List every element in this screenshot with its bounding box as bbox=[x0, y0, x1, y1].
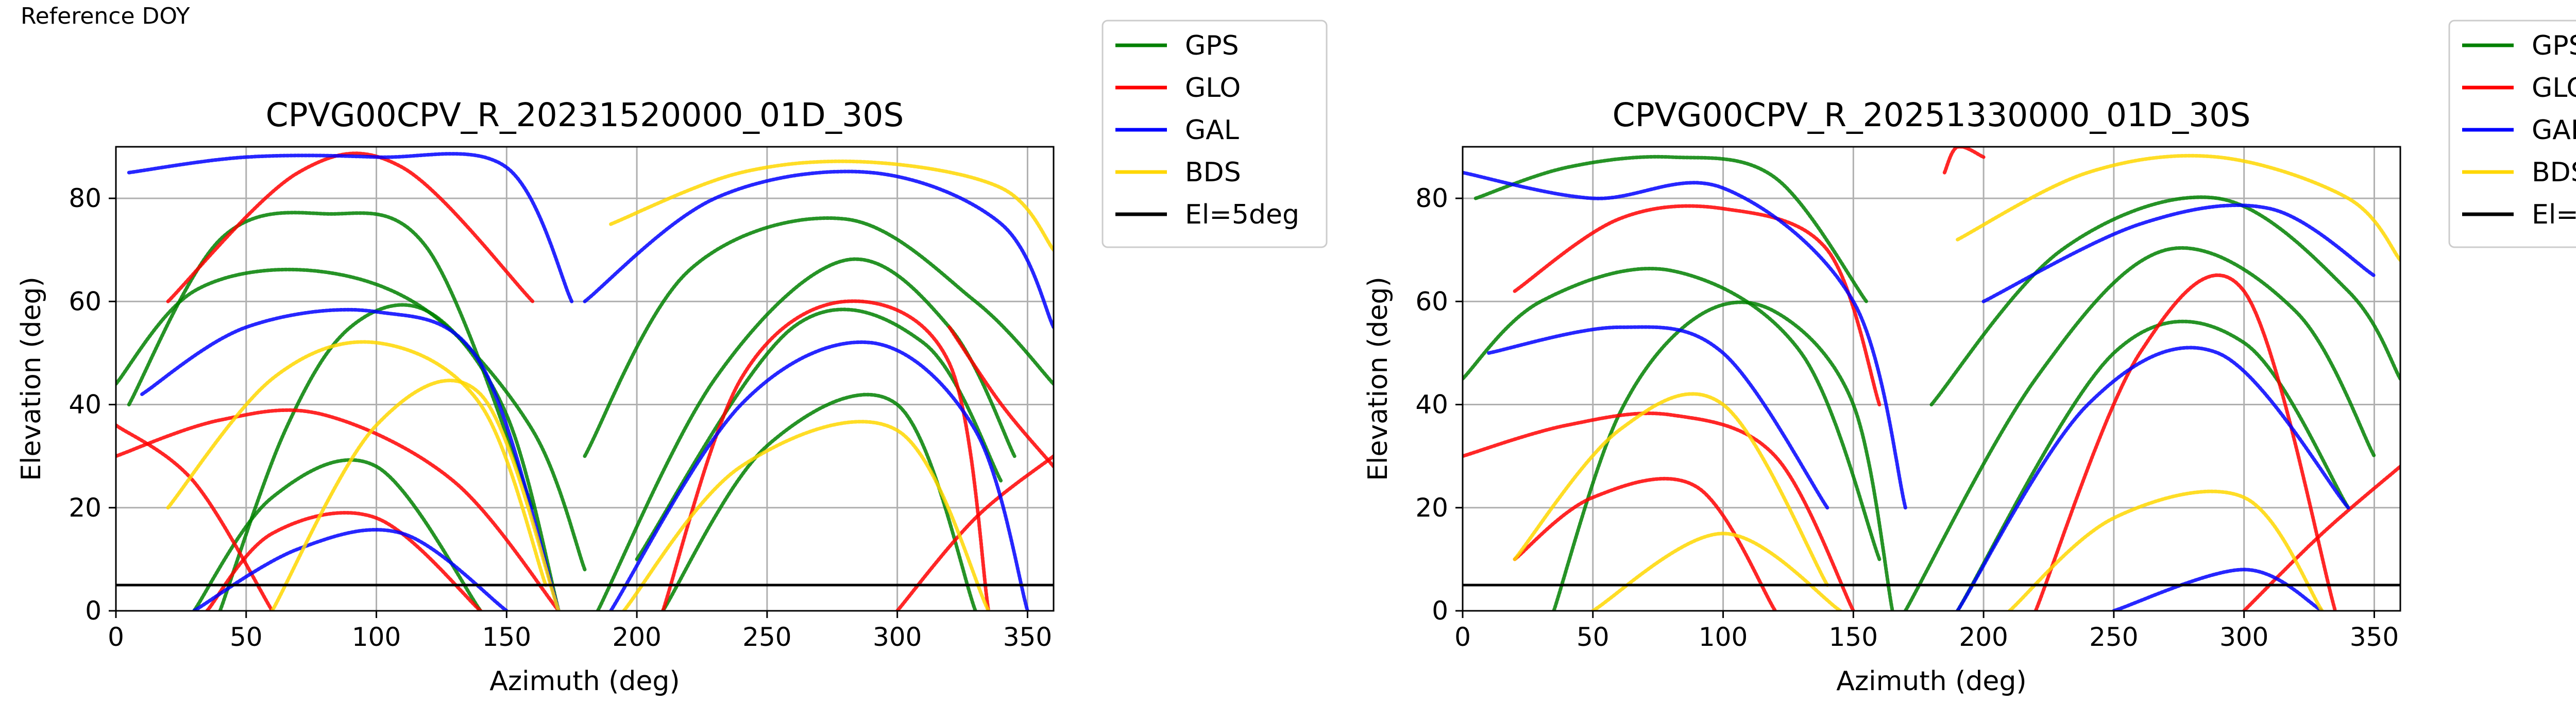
legend-label-glo: GLO bbox=[2532, 73, 2576, 104]
legend-label-gps: GPS bbox=[2532, 30, 2576, 61]
x-tick-label: 300 bbox=[873, 622, 922, 652]
plot-area bbox=[1463, 147, 2400, 611]
x-tick-label: 350 bbox=[2350, 622, 2399, 652]
x-tick-label: 0 bbox=[1454, 622, 1471, 652]
track-glo bbox=[166, 151, 535, 303]
legend-label-gal: GAL bbox=[2532, 115, 2576, 146]
track-gal bbox=[609, 340, 1029, 611]
track-glo bbox=[2033, 273, 2337, 611]
track-gal bbox=[140, 307, 561, 611]
x-tick-label: 250 bbox=[742, 622, 791, 652]
legend-label-gps: GPS bbox=[1185, 30, 1239, 61]
x-tick-label: 50 bbox=[230, 622, 263, 652]
track-gps bbox=[1473, 155, 1869, 303]
x-tick-label: 200 bbox=[1959, 622, 2008, 652]
legend-box bbox=[2448, 20, 2576, 248]
track-gps bbox=[1552, 300, 1894, 611]
y-tick-label: 80 bbox=[1415, 183, 1448, 213]
axes-frame bbox=[115, 146, 1055, 612]
track-gps bbox=[127, 211, 535, 510]
y-tick-label: 20 bbox=[1415, 493, 1448, 523]
x-tick-label: 250 bbox=[2089, 622, 2138, 652]
track-gps bbox=[218, 303, 561, 611]
track-gal bbox=[1981, 203, 2376, 303]
chart-panel-left: 0 50 100 150 200 250 300 350 0 20 40 60 80 CPVG00CPV_… bbox=[16, 20, 1328, 697]
legend-label-glo: GLO bbox=[1185, 73, 1241, 104]
y-axis-label: Elevation (deg) bbox=[1363, 277, 1394, 481]
y-tick-label: 0 bbox=[85, 596, 101, 626]
x-tick-label: 300 bbox=[2219, 622, 2268, 652]
track-gps bbox=[583, 216, 1054, 458]
x-tick-label: 0 bbox=[108, 622, 124, 652]
legend-label-el-5deg: El=5deg bbox=[2532, 199, 2576, 230]
track-gal bbox=[192, 528, 509, 611]
x-axis-label: Azimuth (deg) bbox=[1836, 666, 2026, 697]
track-gal bbox=[2112, 568, 2324, 611]
track-glo bbox=[116, 408, 561, 611]
plot-area bbox=[116, 151, 1054, 611]
reference-doy-label: Reference DOY bbox=[21, 3, 190, 29]
track-glo bbox=[947, 325, 1054, 469]
y-tick-label: 80 bbox=[69, 183, 101, 213]
x-axis-label: Azimuth (deg) bbox=[489, 666, 680, 697]
track-glo bbox=[661, 299, 991, 611]
x-tick-label: 200 bbox=[612, 622, 661, 652]
y-tick-label: 40 bbox=[69, 390, 101, 420]
track-gps bbox=[635, 307, 1004, 561]
track-glo bbox=[1463, 411, 1855, 611]
track-gps bbox=[661, 392, 977, 611]
x-tick-label: 100 bbox=[352, 622, 401, 652]
track-gal bbox=[1463, 170, 1907, 510]
y-tick-label: 40 bbox=[1415, 390, 1448, 420]
legend-label-bds: BDS bbox=[1185, 157, 1241, 188]
legend-label-el-5deg: El=5deg bbox=[1185, 199, 1299, 230]
track-bds bbox=[166, 340, 548, 587]
chart-title: CPVG00CPV_R_20231520000_01D_30S bbox=[266, 96, 904, 134]
legend-box bbox=[1101, 20, 1328, 248]
x-tick-label: 350 bbox=[1003, 622, 1052, 652]
track-glo bbox=[1942, 147, 1986, 175]
track-bds bbox=[609, 159, 1054, 252]
track-gps bbox=[192, 458, 483, 611]
y-axis-label: Elevation (deg) bbox=[16, 277, 47, 481]
y-tick-label: 20 bbox=[69, 493, 101, 523]
x-tick-label: 100 bbox=[1699, 622, 1748, 652]
track-gal bbox=[127, 152, 574, 303]
x-tick-label: 150 bbox=[482, 622, 531, 652]
axes-frame bbox=[1462, 146, 2401, 612]
legend-label-gal: GAL bbox=[1185, 115, 1239, 146]
track-bds bbox=[1956, 153, 2400, 262]
track-glo bbox=[116, 423, 274, 611]
x-tick-label: 50 bbox=[1577, 622, 1609, 652]
track-gps bbox=[1903, 246, 2376, 611]
track-bds bbox=[1591, 532, 1842, 611]
track-gps bbox=[1463, 266, 1882, 561]
track-bds bbox=[2008, 489, 2324, 611]
track-gal bbox=[1487, 325, 1829, 510]
track-bds bbox=[1513, 392, 1829, 587]
legend-label-bds: BDS bbox=[2532, 157, 2576, 188]
y-tick-label: 60 bbox=[1415, 286, 1448, 316]
chart-panel-right: 0 50 100 150 200 250 300 350 0 20 40 60 80 CPVG00CPV_… bbox=[1363, 20, 2576, 697]
y-tick-label: 0 bbox=[1432, 596, 1448, 626]
track-glo bbox=[2242, 465, 2400, 611]
chart-title: CPVG00CPV_R_20251330000_01D_30S bbox=[1613, 96, 2251, 134]
track-gps bbox=[1929, 195, 2400, 407]
track-bds bbox=[622, 420, 991, 611]
y-tick-label: 60 bbox=[69, 286, 101, 316]
x-tick-label: 150 bbox=[1829, 622, 1878, 652]
track-gps bbox=[116, 267, 587, 572]
track-gal bbox=[1956, 346, 2350, 611]
track-bds bbox=[270, 379, 561, 611]
track-glo bbox=[1513, 476, 1777, 611]
track-gal bbox=[583, 169, 1054, 329]
track-gps bbox=[1956, 319, 2350, 611]
